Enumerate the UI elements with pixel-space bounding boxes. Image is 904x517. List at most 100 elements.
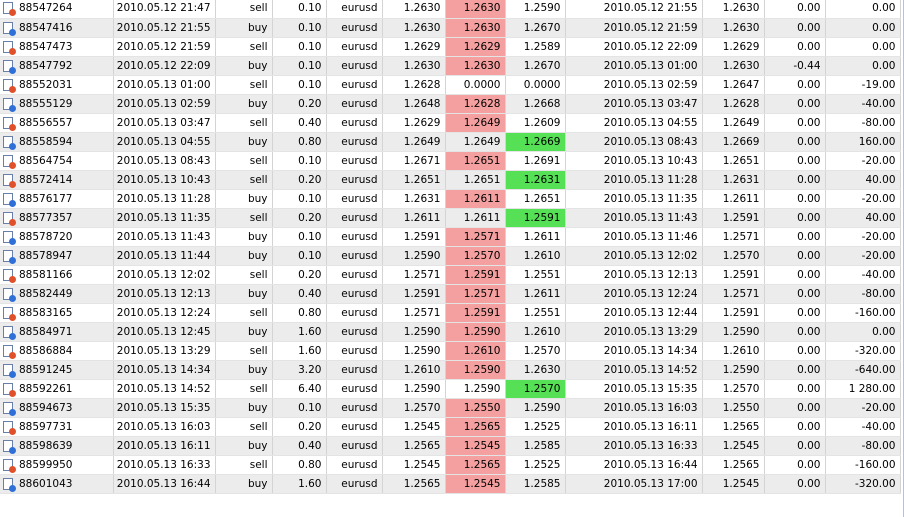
cell-text: 88584971 [19, 325, 73, 338]
trade-row[interactable]: 88597731 2010.05.13 16:03 sell 0.20 eurusd 1.… [0, 417, 901, 437]
trade-row[interactable]: 88578720 2010.05.13 11:43 buy 0.10 eurusd 1.2… [0, 227, 901, 247]
size: 0.10 [272, 18, 327, 38]
commission: 0.00 [764, 37, 826, 57]
commission: 0.00 [764, 341, 826, 361]
close-price: 1.2550 [702, 398, 765, 418]
cell-text: 88578947 [19, 249, 73, 262]
trade-row[interactable]: 88592261 2010.05.13 14:52 sell 6.40 eurusd 1.… [0, 379, 901, 399]
trade-row[interactable]: 88584971 2010.05.13 12:45 buy 1.60 eurusd 1.2… [0, 322, 901, 342]
cell-text: 1.2630 [523, 363, 561, 376]
cell-text: buy [247, 439, 268, 452]
commission: 0.00 [764, 417, 826, 437]
profit: -640.00 [825, 360, 901, 380]
order-icon [3, 135, 16, 150]
stop-loss: 1.2590 [445, 379, 506, 399]
open-price: 1.2565 [382, 436, 446, 456]
cell-text: 1.2631 [523, 173, 561, 186]
profit: -80.00 [825, 436, 901, 456]
type: sell [215, 151, 273, 171]
trade-row[interactable]: 88578947 2010.05.13 11:44 buy 0.10 eurusd 1.2… [0, 246, 901, 266]
trade-row[interactable]: 88577357 2010.05.13 11:35 sell 0.20 eurusd 1.… [0, 208, 901, 228]
cell-text: 1.2571 [463, 230, 501, 243]
symbol: eurusd [326, 208, 383, 228]
cell-text: eurusd [341, 325, 378, 338]
ticket: 88552031 [0, 75, 114, 95]
order-icon [3, 211, 16, 226]
trade-row[interactable]: 88586884 2010.05.13 13:29 sell 1.60 eurusd 1.… [0, 341, 901, 361]
stop-loss: 1.2545 [445, 436, 506, 456]
ticket: 88601043 [0, 474, 114, 494]
cell-text: -19.00 [861, 78, 896, 91]
open-price: 1.2590 [382, 341, 446, 361]
order-icon [3, 40, 16, 55]
trade-row[interactable]: 88572414 2010.05.13 10:43 sell 0.20 eurusd 1.… [0, 170, 901, 190]
size: 0.40 [272, 284, 327, 304]
type: sell [215, 170, 273, 190]
cell-text: 0.00 [797, 268, 821, 281]
take-profit: 1.2611 [505, 284, 566, 304]
cell-text: buy [247, 363, 268, 376]
cell-text: 2010.05.13 11:44 [116, 249, 211, 262]
close-time: 2010.05.13 16:44 [565, 455, 703, 475]
cell-text: 0.10 [298, 230, 322, 243]
cell-text: sell [249, 211, 268, 224]
ticket: 88547264 [0, 0, 114, 19]
stop-loss: 1.2570 [445, 246, 506, 266]
trade-row[interactable]: 88582449 2010.05.13 12:13 buy 0.40 eurusd 1.2… [0, 284, 901, 304]
cell-text: 1.2571 [403, 268, 441, 281]
cell-text: -20.00 [861, 401, 896, 414]
order-icon [3, 439, 16, 454]
cell-text: 1.2551 [523, 306, 561, 319]
cell-text: 1.2570 [523, 344, 561, 357]
trade-row[interactable]: 88547416 2010.05.12 21:55 buy 0.10 eurusd 1.2… [0, 18, 901, 38]
cell-text: sell [249, 40, 268, 53]
trade-row[interactable]: 88581166 2010.05.13 12:02 sell 0.20 eurusd 1.… [0, 265, 901, 285]
trade-row[interactable]: 88564754 2010.05.13 08:43 sell 0.10 eurusd 1.… [0, 151, 901, 171]
open-price: 1.2631 [382, 189, 446, 209]
open-price: 1.2630 [382, 56, 446, 76]
order-icon [3, 306, 16, 321]
cell-text: 1.2630 [722, 59, 760, 72]
symbol: eurusd [326, 455, 383, 475]
cell-text: buy [247, 21, 268, 34]
cell-text: sell [249, 344, 268, 357]
cell-text: 1.2611 [523, 230, 561, 243]
cell-text: 0.40 [298, 439, 322, 452]
cell-text: 88594673 [19, 401, 73, 414]
size: 6.40 [272, 379, 327, 399]
trade-row[interactable]: 88599950 2010.05.13 16:33 sell 0.80 eurusd 1.… [0, 455, 901, 475]
trade-row[interactable]: 88591245 2010.05.13 14:34 buy 3.20 eurusd 1.2… [0, 360, 901, 380]
cell-text: 88583165 [19, 306, 73, 319]
close-time: 2010.05.13 04:55 [565, 113, 703, 133]
ticket: 88591245 [0, 360, 114, 380]
trade-row[interactable]: 88601043 2010.05.13 16:44 buy 1.60 eurusd 1.2… [0, 474, 901, 494]
symbol: eurusd [326, 398, 383, 418]
profit: -40.00 [825, 417, 901, 437]
trade-row[interactable]: 88598639 2010.05.13 16:11 buy 0.40 eurusd 1.2… [0, 436, 901, 456]
size: 0.20 [272, 170, 327, 190]
symbol: eurusd [326, 132, 383, 152]
cell-text: 1.2550 [722, 401, 760, 414]
trade-row[interactable]: 88547792 2010.05.12 22:09 buy 0.10 eurusd 1.2… [0, 56, 901, 76]
cell-text: 1.2628 [403, 78, 441, 91]
cell-text: 88555129 [19, 97, 73, 110]
cell-text: 2010.05.13 15:35 [116, 401, 211, 414]
trade-row[interactable]: 88555129 2010.05.13 02:59 buy 0.20 eurusd 1.2… [0, 94, 901, 114]
type: sell [215, 265, 273, 285]
ticket: 88578947 [0, 246, 114, 266]
cell-text: 1.2629 [722, 40, 760, 53]
cell-text: 2010.05.13 03:47 [116, 116, 211, 129]
trade-row[interactable]: 88547264 2010.05.12 21:47 sell 0.10 eurusd 1.… [0, 0, 901, 19]
ticket: 88581166 [0, 265, 114, 285]
cell-text: eurusd [341, 192, 378, 205]
ticket: 88584971 [0, 322, 114, 342]
trade-row[interactable]: 88594673 2010.05.13 15:35 buy 0.10 eurusd 1.2… [0, 398, 901, 418]
stop-loss: 1.2611 [445, 208, 506, 228]
cell-text: 2010.05.13 11:43 [116, 230, 211, 243]
trade-row[interactable]: 88547473 2010.05.12 21:59 sell 0.10 eurusd 1.… [0, 37, 901, 57]
trade-row[interactable]: 88552031 2010.05.13 01:00 sell 0.10 eurusd 1.… [0, 75, 901, 95]
trade-row[interactable]: 88576177 2010.05.13 11:28 buy 0.10 eurusd 1.2… [0, 189, 901, 209]
trade-row[interactable]: 88556557 2010.05.13 03:47 sell 0.40 eurusd 1.… [0, 113, 901, 133]
trade-row[interactable]: 88583165 2010.05.13 12:24 sell 0.80 eurusd 1.… [0, 303, 901, 323]
trade-row[interactable]: 88558594 2010.05.13 04:55 buy 0.80 eurusd 1.2… [0, 132, 901, 152]
